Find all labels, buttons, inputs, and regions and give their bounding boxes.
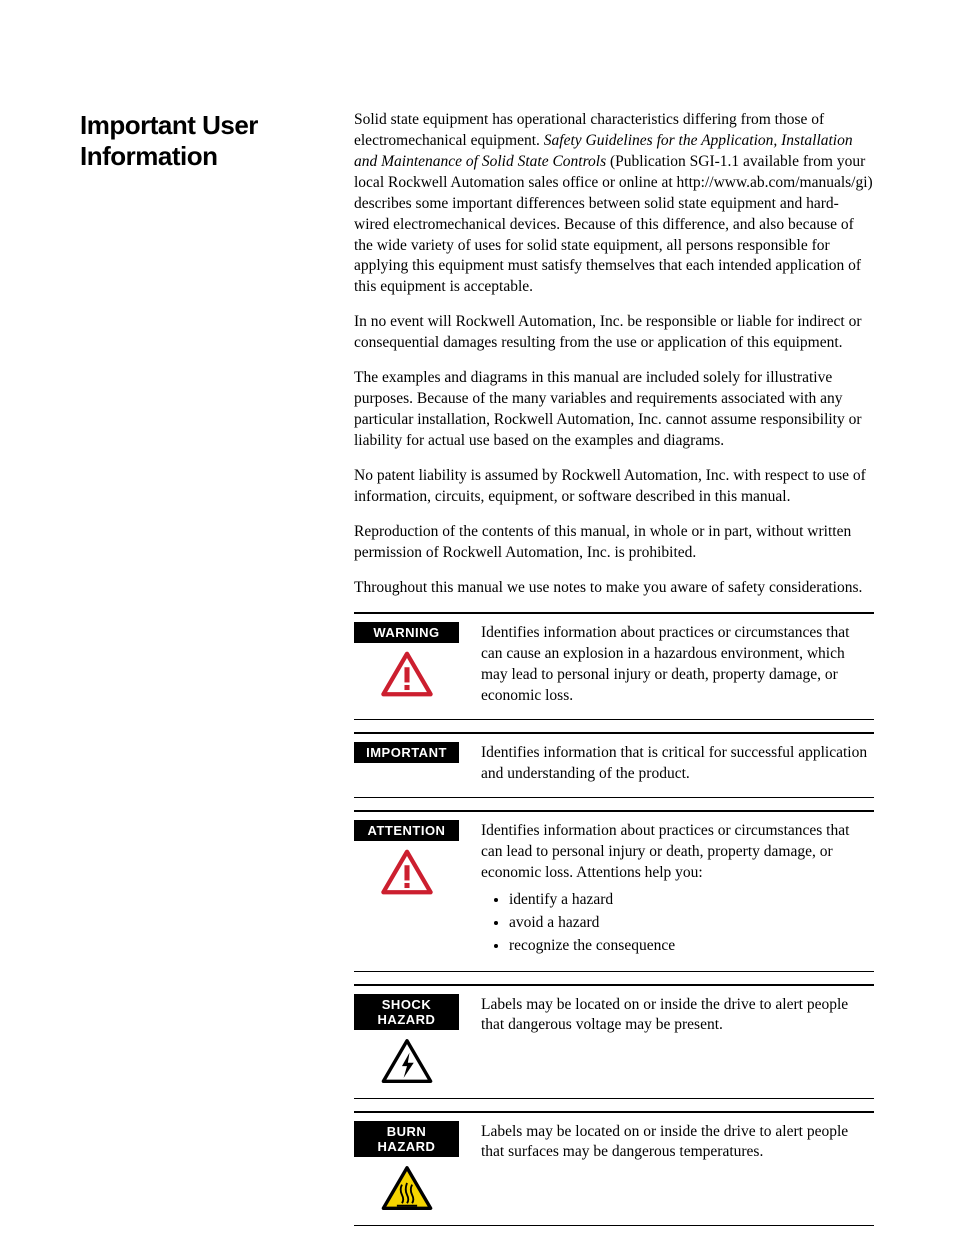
- paragraph-6: Throughout this manual we use notes to m…: [354, 578, 874, 599]
- notice-burn-left: BURN HAZARD: [354, 1121, 459, 1213]
- notice-attention-label: ATTENTION: [354, 820, 459, 841]
- notice-important-text: Identifies information that is critical …: [481, 742, 874, 785]
- notice-attention-text: Identifies information about practices o…: [481, 822, 849, 881]
- right-column: Solid state equipment has operational ch…: [354, 110, 874, 1238]
- notice-warning: WARNING Identifies information about pra…: [354, 612, 874, 720]
- left-column: Important User Information: [80, 110, 330, 1238]
- paragraph-2: In no event will Rockwell Automation, In…: [354, 312, 874, 354]
- paragraph-4: No patent liability is assumed by Rockwe…: [354, 466, 874, 508]
- notice-important-left: IMPORTANT: [354, 742, 459, 785]
- document-page: Important User Information Solid state e…: [80, 110, 874, 1238]
- notice-burn-label: BURN HAZARD: [354, 1121, 459, 1157]
- attention-bullet-2: avoid a hazard: [509, 913, 874, 934]
- attention-triangle-icon: [380, 847, 434, 897]
- notice-burn-text: Labels may be located on or inside the d…: [481, 1121, 874, 1213]
- notice-burn: BURN HAZARD Labels may be located on or …: [354, 1111, 874, 1226]
- notice-warning-label: WARNING: [354, 622, 459, 643]
- notice-shock-label: SHOCK HAZARD: [354, 994, 459, 1030]
- paragraph-3: The examples and diagrams in this manual…: [354, 368, 874, 452]
- notice-warning-left: WARNING: [354, 622, 459, 707]
- attention-bullet-3: recognize the consequence: [509, 936, 874, 957]
- notice-shock: SHOCK HAZARD Labels may be located on or…: [354, 984, 874, 1099]
- burn-hazard-icon: [380, 1163, 434, 1213]
- warning-triangle-icon: [380, 649, 434, 699]
- notice-attention-left: ATTENTION: [354, 820, 459, 959]
- attention-bullet-1: identify a hazard: [509, 890, 874, 911]
- notice-shock-text: Labels may be located on or inside the d…: [481, 994, 874, 1086]
- p1-tail: (Publication SGI-1.1 available from your…: [354, 153, 873, 296]
- paragraph-5: Reproduction of the contents of this man…: [354, 522, 874, 564]
- shock-hazard-icon: [380, 1036, 434, 1086]
- notices-container: WARNING Identifies information about pra…: [354, 612, 874, 1225]
- notice-important: IMPORTANT Identifies information that is…: [354, 732, 874, 798]
- notice-attention: ATTENTION Identifies information about p…: [354, 810, 874, 972]
- notice-attention-bullets: identify a hazard avoid a hazard recogni…: [509, 890, 874, 957]
- section-title: Important User Information: [80, 110, 330, 172]
- notice-important-label: IMPORTANT: [354, 742, 459, 763]
- notice-shock-left: SHOCK HAZARD: [354, 994, 459, 1086]
- paragraph-1: Solid state equipment has operational ch…: [354, 110, 874, 298]
- notice-attention-body: Identifies information about practices o…: [481, 820, 874, 959]
- notice-warning-text: Identifies information about practices o…: [481, 622, 874, 707]
